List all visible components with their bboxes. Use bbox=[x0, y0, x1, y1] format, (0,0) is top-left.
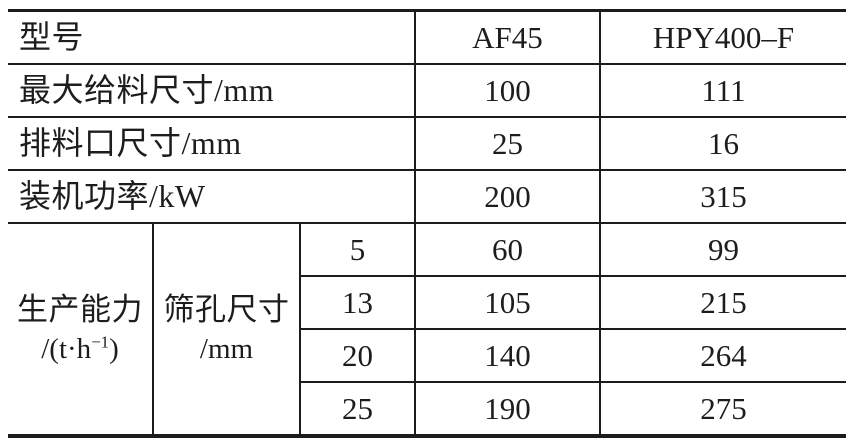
capacity-20-af45: 140 bbox=[414, 328, 600, 382]
screen-size-label-cell: 筛孔尺寸 /mm bbox=[152, 222, 300, 436]
crusher-spec-table: 型号 AF45 HPY400–F 最大给料尺寸/mm 100 111 排料口尺寸… bbox=[8, 9, 846, 438]
discharge-size-hpy400f: 16 bbox=[599, 116, 846, 170]
row-label-installed-power: 装机功率/kW bbox=[8, 169, 415, 223]
capacity-13-hpy400f: 215 bbox=[599, 275, 846, 329]
capacity-13-af45: 105 bbox=[414, 275, 600, 329]
capacity-25-hpy400f: 275 bbox=[599, 381, 846, 436]
row-label-model: 型号 bbox=[8, 9, 415, 64]
capacity-5-af45: 60 bbox=[414, 222, 600, 276]
discharge-size-af45: 25 bbox=[414, 116, 600, 170]
max-feed-size-hpy400f: 111 bbox=[599, 63, 846, 117]
capacity-unit: /(t·h−1) bbox=[8, 330, 152, 369]
screen-size-20: 20 bbox=[299, 328, 415, 382]
row-label-discharge-size: 排料口尺寸/mm bbox=[8, 116, 415, 170]
screen-size-13: 13 bbox=[299, 275, 415, 329]
capacity-unit-exponent: −1 bbox=[91, 332, 110, 352]
table-row-capacity-5: 生产能力 /(t·h−1) 筛孔尺寸 /mm 5 60 99 bbox=[8, 222, 846, 436]
capacity-unit-prefix: /(t·h bbox=[41, 333, 92, 366]
screen-size-label: 筛孔尺寸 bbox=[163, 291, 290, 327]
table-row-discharge-size: 排料口尺寸/mm 25 16 bbox=[8, 116, 846, 170]
capacity-5-hpy400f: 99 bbox=[599, 222, 846, 276]
capacity-20-hpy400f: 264 bbox=[599, 328, 846, 382]
capacity-unit-suffix: ) bbox=[109, 333, 119, 366]
table-row-max-feed-size: 最大给料尺寸/mm 100 111 bbox=[8, 63, 846, 117]
screen-size-5: 5 bbox=[299, 222, 415, 276]
screen-size-25: 25 bbox=[299, 381, 415, 436]
model-af45: AF45 bbox=[414, 9, 600, 64]
capacity-25-af45: 190 bbox=[414, 381, 600, 436]
table-row-model: 型号 AF45 HPY400–F bbox=[8, 9, 846, 64]
screen-size-unit: /mm bbox=[199, 333, 254, 366]
model-hpy400f: HPY400–F bbox=[599, 9, 846, 64]
table-row-capacity-25: 25 190 275 bbox=[8, 381, 846, 436]
installed-power-hpy400f: 315 bbox=[599, 169, 846, 223]
max-feed-size-af45: 100 bbox=[414, 63, 600, 117]
table-row-capacity-13: 13 105 215 bbox=[8, 275, 846, 329]
table-row-installed-power: 装机功率/kW 200 315 bbox=[8, 169, 846, 223]
row-label-max-feed-size: 最大给料尺寸/mm bbox=[8, 63, 415, 117]
table-row-capacity-20: 20 140 264 bbox=[8, 328, 846, 382]
capacity-label-cell: 生产能力 /(t·h−1) bbox=[8, 222, 153, 436]
page: 型号 AF45 HPY400–F 最大给料尺寸/mm 100 111 排料口尺寸… bbox=[8, 9, 846, 438]
capacity-label: 生产能力 bbox=[17, 291, 143, 327]
installed-power-af45: 200 bbox=[414, 169, 600, 223]
